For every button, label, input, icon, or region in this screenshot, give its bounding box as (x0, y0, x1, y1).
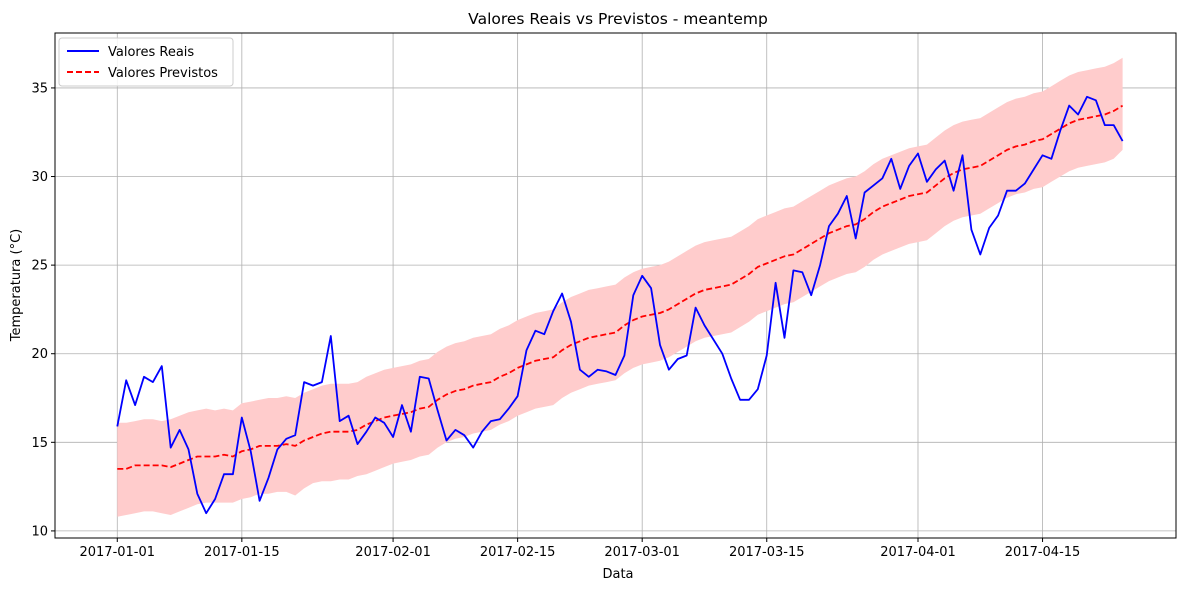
x-tick-label: 2017-01-01 (79, 545, 155, 560)
legend-label-valores-reais: Valores Reais (108, 45, 194, 60)
y-axis-label: Temperatura (°C) (9, 229, 24, 342)
x-tick-label: 2017-04-15 (1005, 545, 1081, 560)
x-axis-label: Data (602, 567, 633, 582)
x-tick-label: 2017-04-01 (880, 545, 956, 560)
x-tick-label: 2017-03-15 (729, 545, 805, 560)
x-tick-label: 2017-02-01 (355, 545, 431, 560)
y-tick-label: 25 (31, 259, 48, 274)
series-line-valores-previstos (117, 104, 1124, 470)
y-tick-label: 20 (31, 347, 48, 362)
x-tick-label: 2017-01-15 (204, 545, 280, 560)
x-tick-label: 2017-03-01 (604, 545, 680, 560)
y-axis-ticks: 10 15 20 25 30 35 (31, 81, 55, 539)
y-tick-label: 30 (31, 170, 48, 185)
legend-label-valores-previstos: Valores Previstos (108, 66, 218, 81)
x-tick-label: 2017-02-15 (480, 545, 556, 560)
y-tick-label: 35 (31, 81, 48, 96)
y-tick-label: 15 (31, 436, 48, 451)
series-line-valores-reais (116, 95, 1124, 515)
legend-box (58, 37, 234, 87)
chart-title: Valores Reais vs Previstos - meantemp (468, 10, 768, 28)
prediction-interval-band (117, 57, 1123, 517)
y-tick-label: 10 (31, 524, 48, 539)
x-axis-ticks: 2017-01-01 2017-01-15 2017-02-01 2017-02-15… (79, 538, 1080, 560)
legend: Valores Reais Valores Previstos (58, 37, 234, 87)
plot-frame (54, 32, 1177, 539)
